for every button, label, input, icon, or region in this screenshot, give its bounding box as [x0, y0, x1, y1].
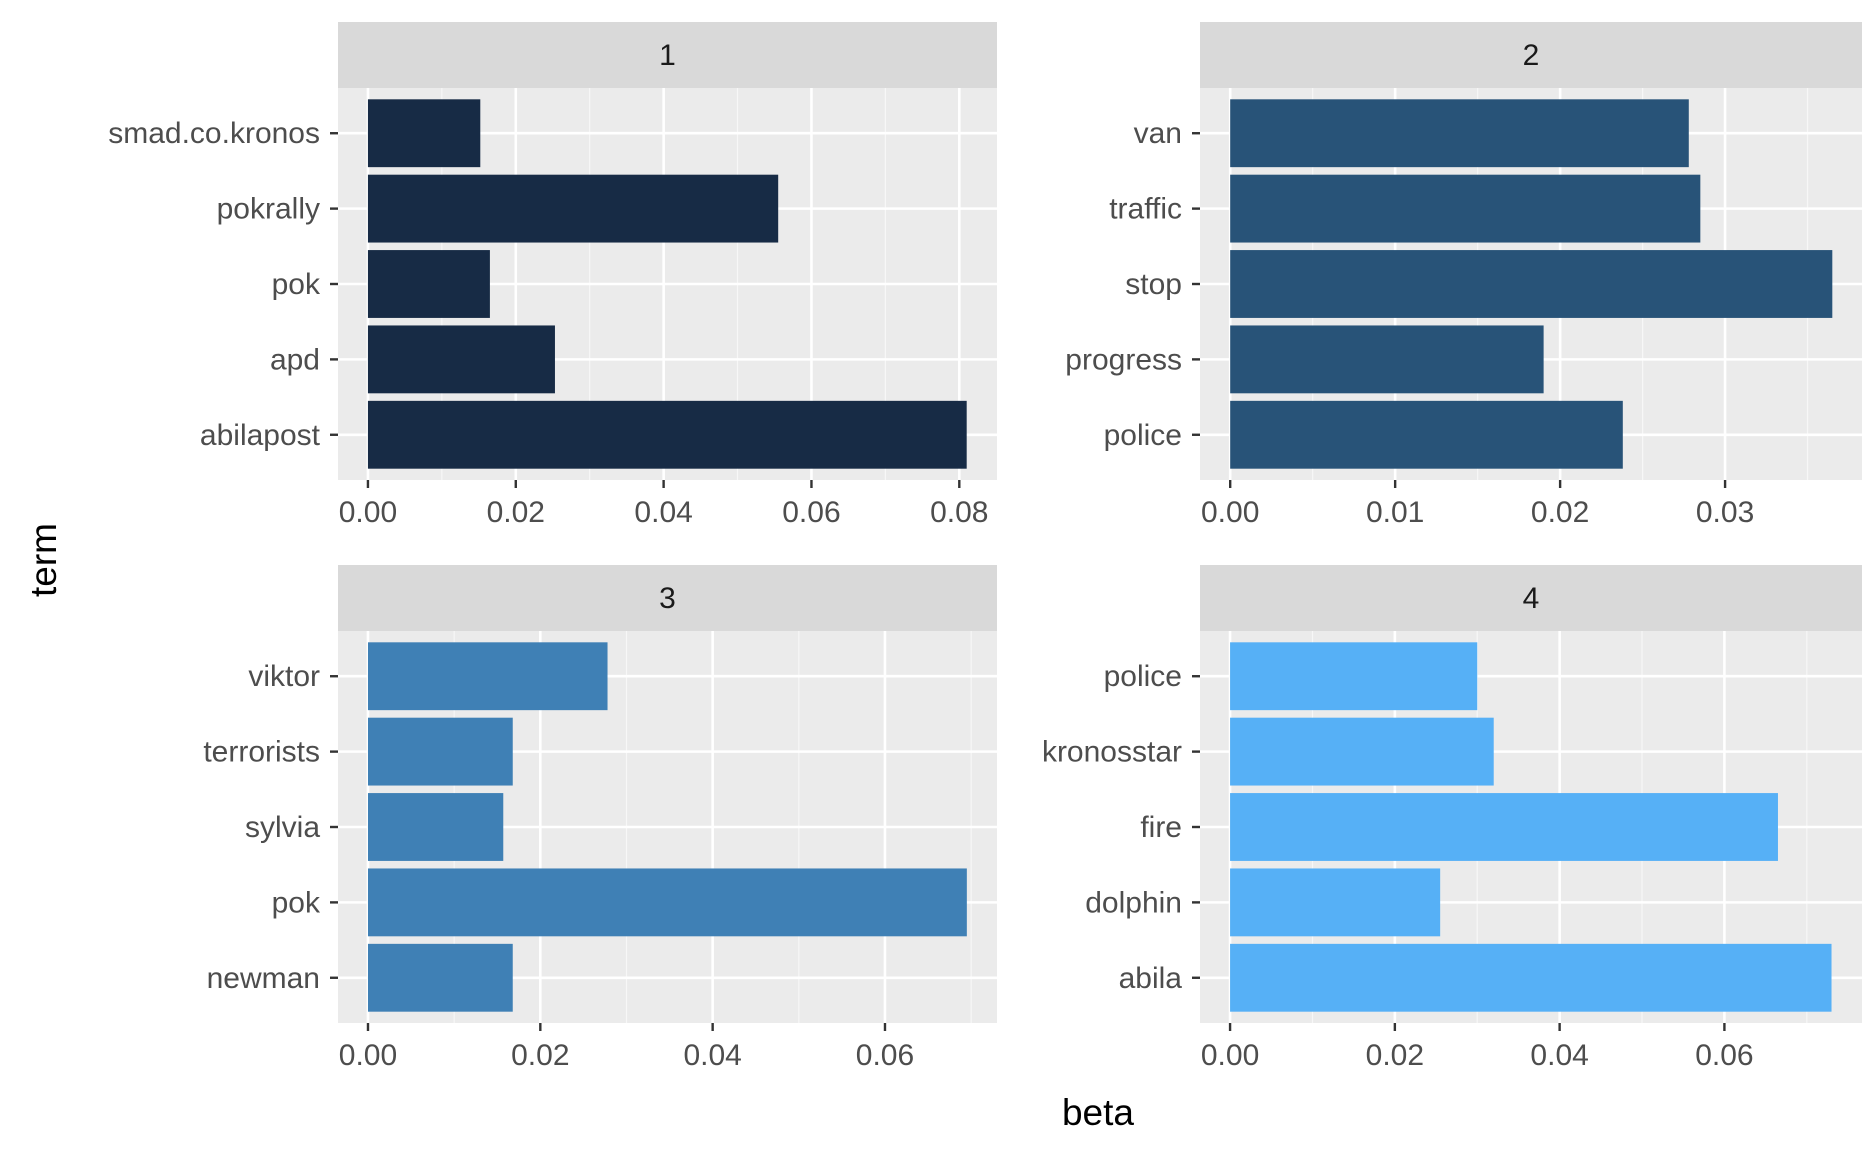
y-tick-label: stop	[1125, 268, 1182, 301]
y-tick-label: abilapost	[200, 419, 321, 452]
x-tick-label: 0.02	[1366, 1039, 1424, 1072]
bar-dolphin	[1230, 868, 1441, 937]
bar-police	[1230, 642, 1478, 711]
facet-strip-label: 3	[659, 582, 676, 615]
panel-4: 4 police kronosstar fire dolphin abila 0.00 0.0…	[1042, 565, 1862, 1072]
x-tick-label: 0.02	[1531, 496, 1589, 529]
y-tick-label: fire	[1140, 811, 1182, 844]
x-tick-label: 0.04	[634, 496, 692, 529]
y-tick-label: smad.co.kronos	[108, 117, 320, 150]
y-tick-label: sylvia	[245, 811, 320, 844]
y-tick-label: pok	[272, 268, 321, 301]
x-tick-label: 0.02	[487, 496, 545, 529]
x-tick-label: 0.06	[782, 496, 840, 529]
facet-strip-label: 2	[1523, 39, 1540, 72]
y-tick-label: pok	[272, 886, 321, 919]
x-tick-label: 0.00	[339, 496, 397, 529]
y-tick-label: viktor	[248, 660, 320, 693]
facet-strip-label: 4	[1523, 582, 1540, 615]
facet-strip	[1200, 565, 1862, 631]
y-tick-label: apd	[270, 343, 320, 376]
bar-stop	[1230, 250, 1833, 318]
bar-pok	[367, 868, 967, 937]
facet-strip	[338, 22, 997, 88]
x-tick-label: 0.03	[1696, 496, 1754, 529]
y-tick-label: pokrally	[217, 193, 320, 226]
x-tick-label: 0.06	[856, 1039, 914, 1072]
bar-terrorists	[367, 717, 513, 786]
y-tick-label: dolphin	[1085, 886, 1182, 919]
bar-van	[1230, 99, 1689, 168]
bar-fire	[1230, 793, 1778, 861]
facet-strip-label: 1	[659, 39, 676, 72]
x-tick-label: 0.01	[1366, 496, 1424, 529]
bar-newman	[367, 943, 513, 1012]
y-tick-label: progress	[1065, 343, 1182, 376]
y-tick-label: newman	[207, 962, 320, 995]
panel-1: 1 smad.co.kronos pokrally pok apd abilapost 0.…	[108, 22, 997, 529]
x-tick-label: 0.02	[511, 1039, 569, 1072]
bar-traffic	[1230, 174, 1701, 243]
bar-pokrally	[367, 174, 779, 243]
panel-3: 3 viktor terrorists sylvia pok newman 0.00 0.02…	[203, 565, 997, 1072]
facet-panels: 1 smad.co.kronos pokrally pok apd abilapost 0.…	[108, 22, 1862, 1072]
bar-police	[1230, 400, 1623, 469]
x-tick-label: 0.08	[930, 496, 988, 529]
bar-smad-co-kronos	[367, 99, 481, 168]
bar-progress	[1230, 325, 1544, 394]
bar-apd	[367, 325, 555, 394]
x-axis-title: beta	[1062, 1092, 1134, 1133]
y-tick-label: terrorists	[203, 736, 320, 769]
y-tick-label: kronosstar	[1042, 736, 1182, 769]
y-axis-title: term	[23, 523, 64, 597]
x-tick-label: 0.00	[1201, 496, 1259, 529]
y-tick-label: abila	[1119, 962, 1183, 995]
panel-2: 2 van traffic stop progress police 0.00 0.01 0.0…	[1065, 22, 1862, 529]
x-tick-label: 0.06	[1695, 1039, 1753, 1072]
y-tick-label: police	[1104, 660, 1182, 693]
x-tick-label: 0.00	[1201, 1039, 1259, 1072]
bar-pok	[367, 250, 490, 318]
bar-kronosstar	[1230, 717, 1494, 786]
y-tick-label: van	[1134, 117, 1182, 150]
x-tick-label: 0.04	[683, 1039, 741, 1072]
facet-strip	[1200, 22, 1862, 88]
bar-abilapost	[367, 400, 967, 469]
x-tick-label: 0.00	[339, 1039, 397, 1072]
y-tick-label: traffic	[1109, 193, 1182, 226]
y-tick-label: police	[1104, 419, 1182, 452]
bar-viktor	[367, 642, 608, 711]
x-tick-label: 0.04	[1530, 1039, 1588, 1072]
facet-strip	[338, 565, 997, 631]
bar-abila	[1230, 943, 1832, 1012]
bar-sylvia	[367, 793, 504, 861]
